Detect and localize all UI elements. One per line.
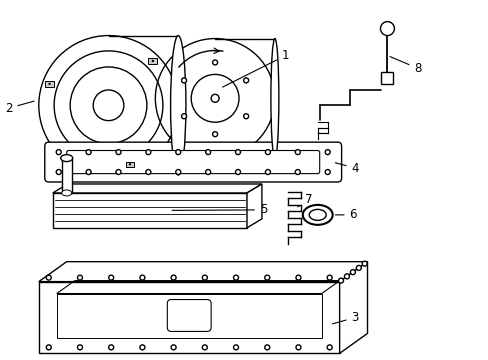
Circle shape <box>212 132 217 137</box>
Text: 1: 1 <box>222 49 289 87</box>
Circle shape <box>145 170 151 175</box>
Circle shape <box>295 170 300 175</box>
Circle shape <box>181 78 186 83</box>
Circle shape <box>243 114 248 119</box>
FancyBboxPatch shape <box>66 150 319 174</box>
Circle shape <box>380 22 394 36</box>
Circle shape <box>140 275 144 280</box>
Circle shape <box>175 150 181 154</box>
Circle shape <box>77 275 82 280</box>
Circle shape <box>140 345 144 350</box>
Circle shape <box>235 150 240 154</box>
Ellipse shape <box>61 190 72 196</box>
Text: 3: 3 <box>332 311 358 324</box>
Circle shape <box>202 345 207 350</box>
Circle shape <box>350 270 355 275</box>
Ellipse shape <box>170 36 185 175</box>
Circle shape <box>151 60 154 62</box>
Polygon shape <box>339 262 367 353</box>
FancyBboxPatch shape <box>125 162 134 167</box>
FancyBboxPatch shape <box>61 158 72 193</box>
Circle shape <box>344 274 349 279</box>
Circle shape <box>171 345 176 350</box>
Circle shape <box>356 265 361 270</box>
Circle shape <box>48 83 51 85</box>
Circle shape <box>171 275 176 280</box>
Text: 5: 5 <box>172 203 267 216</box>
Circle shape <box>56 150 61 154</box>
Circle shape <box>202 275 207 280</box>
Circle shape <box>235 170 240 175</box>
Circle shape <box>243 78 248 83</box>
Text: 4: 4 <box>335 162 358 175</box>
Circle shape <box>362 261 366 266</box>
Circle shape <box>46 345 51 350</box>
FancyBboxPatch shape <box>167 300 211 332</box>
Circle shape <box>108 345 113 350</box>
Circle shape <box>233 345 238 350</box>
Ellipse shape <box>270 39 278 158</box>
Text: 7: 7 <box>297 193 312 207</box>
Circle shape <box>326 275 331 280</box>
Text: 6: 6 <box>335 208 356 221</box>
Circle shape <box>264 345 269 350</box>
Polygon shape <box>246 184 262 228</box>
Circle shape <box>325 170 329 175</box>
Circle shape <box>338 278 343 283</box>
Ellipse shape <box>302 205 332 225</box>
FancyBboxPatch shape <box>381 72 393 84</box>
Polygon shape <box>39 262 367 282</box>
Circle shape <box>116 170 121 175</box>
Circle shape <box>56 170 61 175</box>
Circle shape <box>175 170 181 175</box>
Circle shape <box>265 150 270 154</box>
Ellipse shape <box>61 154 73 162</box>
Circle shape <box>265 170 270 175</box>
Circle shape <box>211 94 219 102</box>
Ellipse shape <box>308 210 325 220</box>
Circle shape <box>205 170 210 175</box>
Circle shape <box>295 150 300 154</box>
Circle shape <box>77 345 82 350</box>
Circle shape <box>128 163 131 166</box>
Polygon shape <box>53 184 262 193</box>
Text: 8: 8 <box>389 57 421 75</box>
Circle shape <box>46 275 51 280</box>
Text: 2: 2 <box>5 101 34 115</box>
Circle shape <box>295 345 300 350</box>
Circle shape <box>264 275 269 280</box>
Circle shape <box>181 114 186 119</box>
Circle shape <box>108 275 113 280</box>
FancyBboxPatch shape <box>45 81 54 86</box>
FancyBboxPatch shape <box>45 142 341 182</box>
Circle shape <box>86 170 91 175</box>
Polygon shape <box>39 282 339 353</box>
Circle shape <box>326 345 331 350</box>
Polygon shape <box>53 193 246 228</box>
Circle shape <box>145 150 151 154</box>
Circle shape <box>86 150 91 154</box>
Circle shape <box>116 150 121 154</box>
Circle shape <box>205 150 210 154</box>
Circle shape <box>325 150 329 154</box>
Circle shape <box>295 275 300 280</box>
Circle shape <box>233 275 238 280</box>
FancyBboxPatch shape <box>148 58 157 64</box>
Circle shape <box>212 60 217 65</box>
